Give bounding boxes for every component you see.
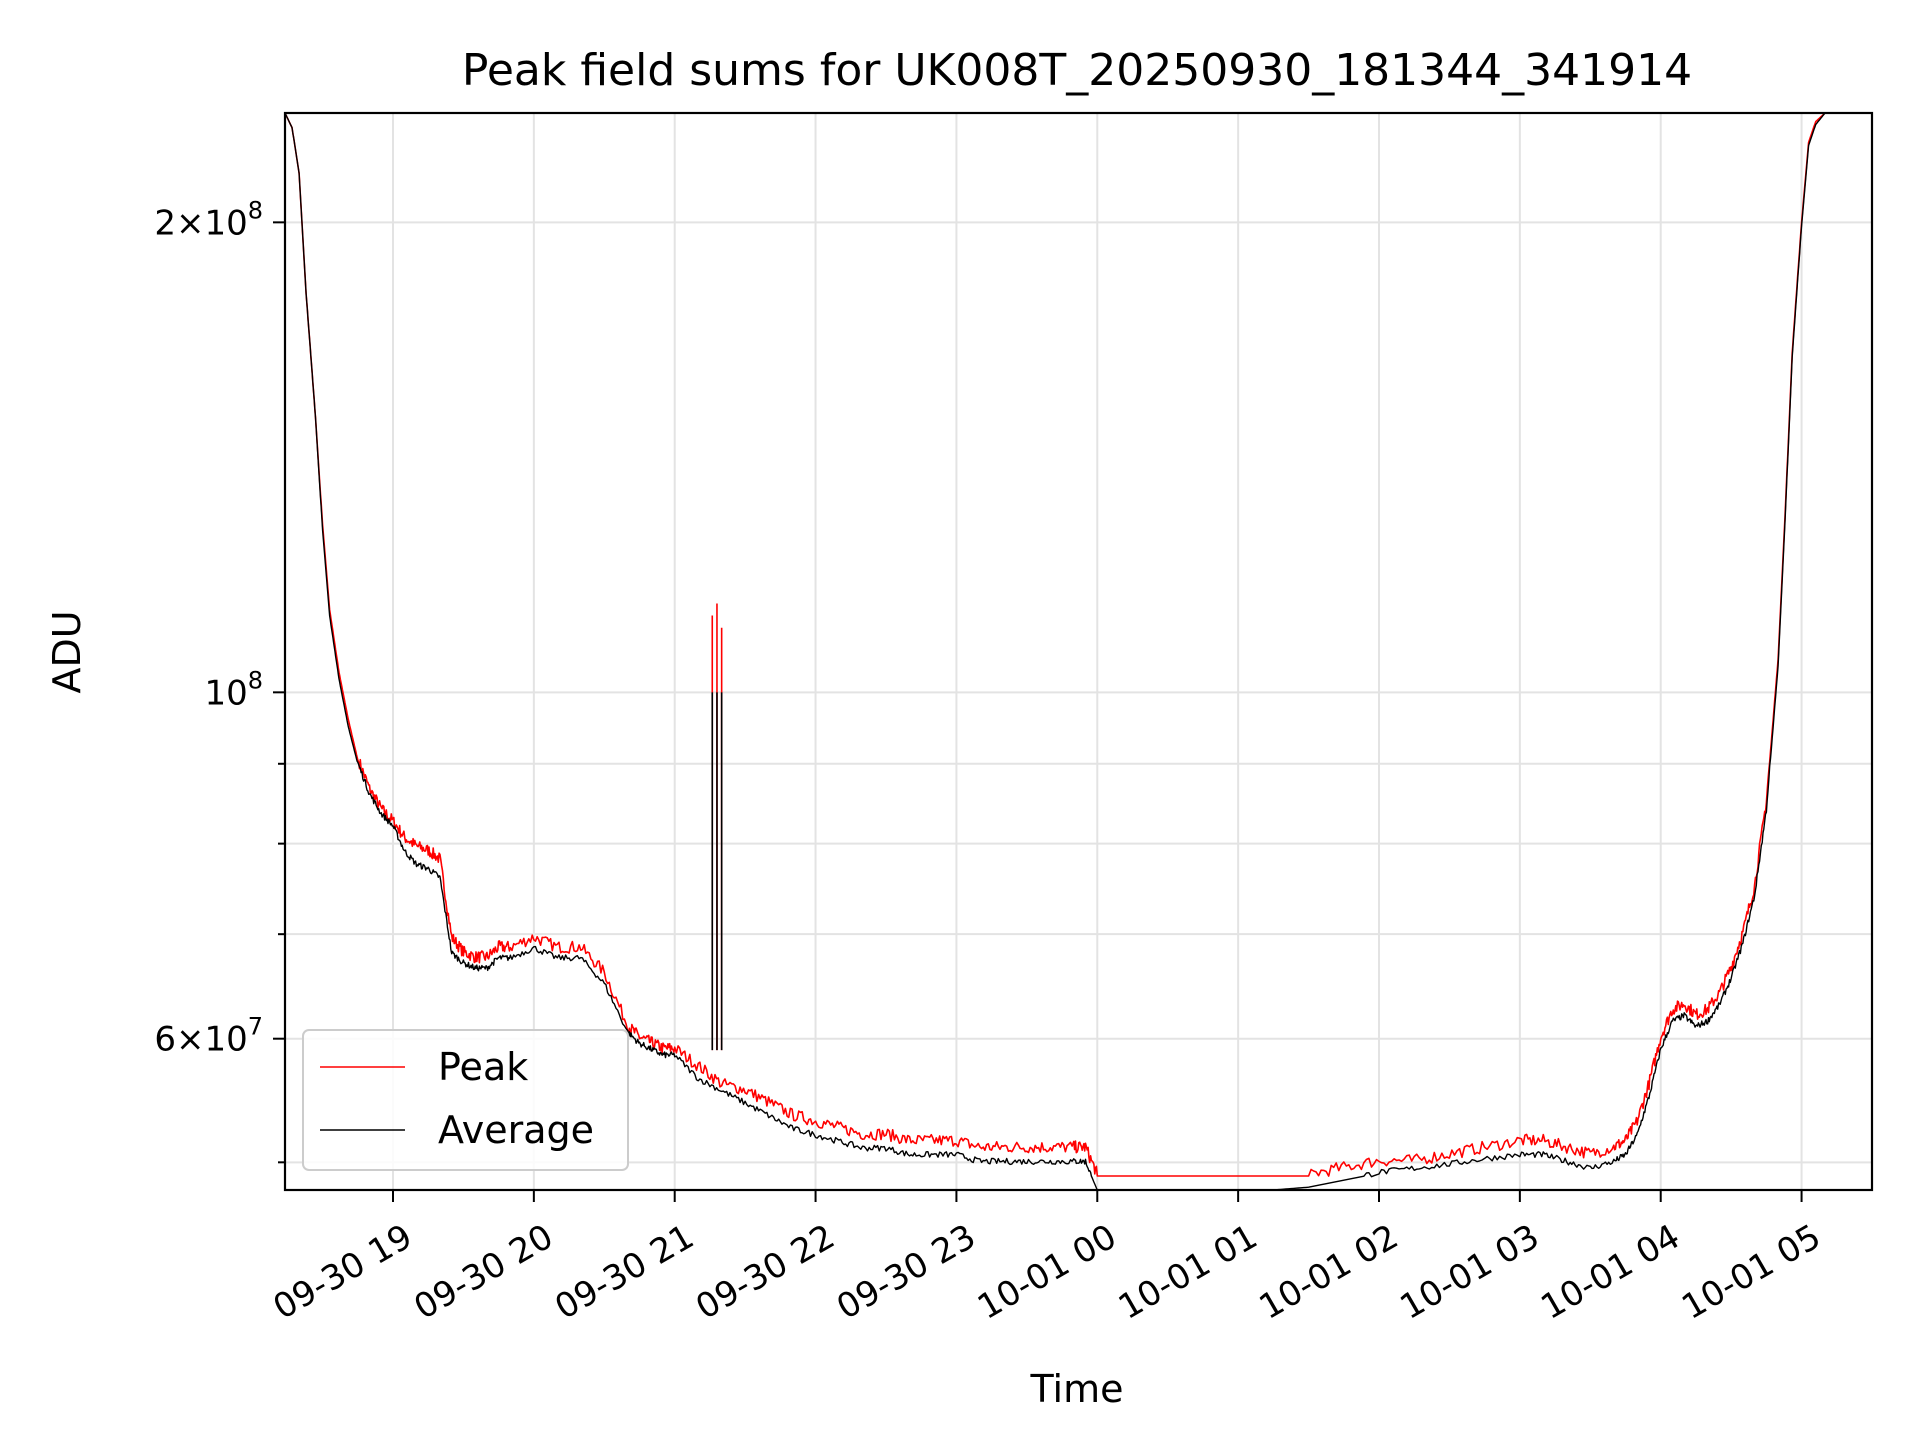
y-tick-mantissa: 6: [154, 1020, 176, 1060]
x-tick-label: 10-01 00: [971, 1217, 1123, 1328]
x-tick-label: 10-01 01: [1112, 1217, 1264, 1328]
legend: Peak Average: [302, 1029, 629, 1171]
legend-label-average: Average: [438, 1108, 594, 1152]
x-tick-label: 09-30 19: [267, 1217, 419, 1328]
x-tick-label: 10-01 05: [1675, 1217, 1827, 1328]
y-tick-label: 2×108: [154, 196, 263, 243]
y-tick-exponent: 7: [248, 1013, 263, 1041]
x-tick-label: 10-01 03: [1394, 1217, 1546, 1328]
y-tick-exponent: 8: [248, 196, 263, 224]
series-line-peak: [284, 112, 1872, 1177]
chart-title: Peak field sums for UK008T_20250930_1813…: [462, 45, 1692, 96]
x-tick-label: 09-30 23: [830, 1217, 982, 1328]
x-tick-label: 09-30 20: [408, 1217, 560, 1328]
x-tick-label: 10-01 04: [1534, 1217, 1686, 1328]
series-line-average: [284, 112, 1872, 1191]
legend-label-peak: Peak: [438, 1045, 528, 1089]
plot-frame: [283, 111, 1874, 1192]
x-tick-label: 09-30 22: [689, 1217, 841, 1328]
y-tick-label: 108: [204, 666, 263, 713]
legend-box: [302, 1029, 629, 1171]
y-tick-exponent: 8: [248, 666, 263, 694]
y-tick-label: 6×107: [154, 1013, 263, 1060]
series-layer: [284, 112, 1872, 1191]
grid-lines: [285, 113, 1872, 1190]
y-tick-times-sign: ×10: [176, 203, 248, 243]
y-tick-base: 10: [204, 673, 247, 713]
y-tick-mantissa: 2: [154, 203, 176, 243]
y-tick-times-sign: ×10: [176, 1020, 248, 1060]
x-tick-label: 10-01 02: [1253, 1217, 1405, 1328]
x-tick-label: 09-30 21: [548, 1217, 700, 1328]
y-axis-label: ADU: [45, 610, 89, 693]
x-axis-label: Time: [1030, 1367, 1124, 1411]
